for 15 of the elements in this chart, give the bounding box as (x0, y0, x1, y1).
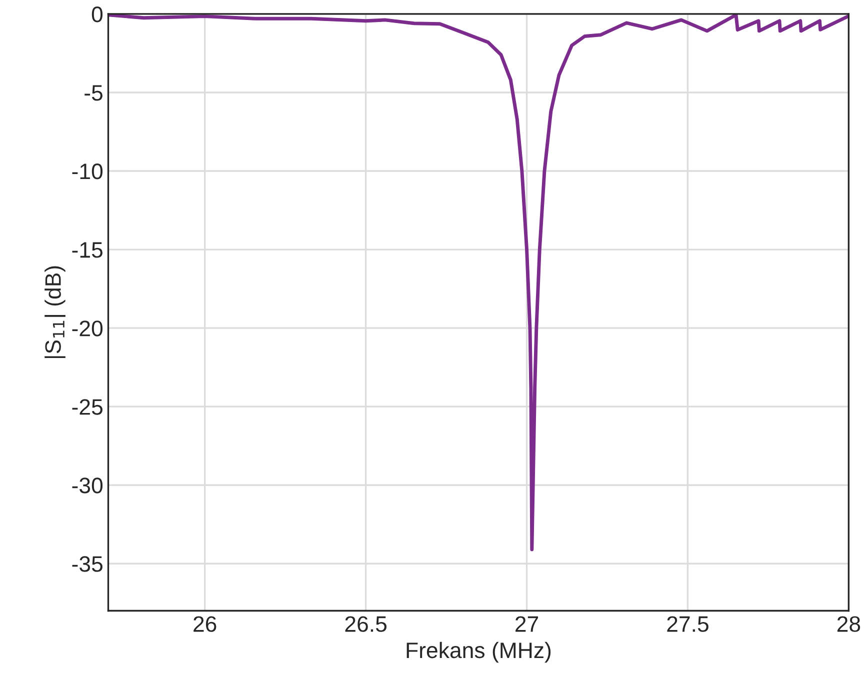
y-tick-label: -15 (72, 242, 102, 258)
y-tick-label: -35 (72, 556, 102, 572)
y-tick-label: 0 (92, 6, 103, 22)
y-axis-title: |S$_{11}$| (dB) (44, 266, 66, 358)
x-tick-label: 27 (516, 616, 538, 632)
x-axis-title: Frekans (MHz) (406, 642, 551, 663)
y-tick-label: -20 (72, 320, 103, 336)
y-tick-label: -5 (84, 85, 102, 101)
x-tick-label: 28 (837, 616, 860, 632)
x-tick-label: 27.5 (667, 616, 708, 632)
y-tick-label: -30 (72, 478, 103, 494)
y-tick-label: -10 (72, 164, 103, 180)
x-tick-label: 26 (194, 616, 216, 632)
x-tick-label: 26.5 (345, 616, 386, 632)
y-tick-label: -25 (72, 399, 102, 415)
